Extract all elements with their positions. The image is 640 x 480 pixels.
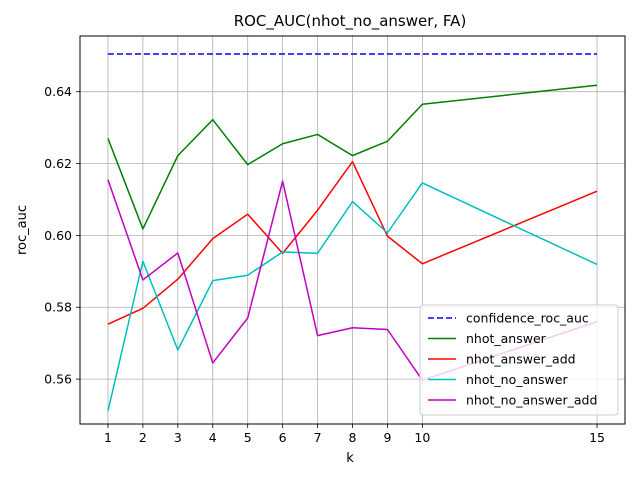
- legend-label: nhot_no_answer: [466, 372, 568, 387]
- series-line-nhot-answer: [107, 84, 598, 230]
- chart-title: ROC_AUC(nhot_no_answer, FA): [234, 12, 467, 31]
- series-line-nhot-answer-add: [107, 160, 598, 325]
- x-tick-label: 4: [209, 430, 217, 445]
- legend-label: nhot_answer: [466, 331, 547, 346]
- x-tick-label: 2: [139, 430, 147, 445]
- x-tick-label: 1: [104, 430, 112, 445]
- x-axis-ticks: 1 2 3 4 5 6 7 8 9 10 15: [104, 424, 605, 445]
- x-axis-label: k: [346, 451, 354, 466]
- series-lines: [107, 53, 598, 412]
- legend-label: nhot_answer_add: [466, 352, 576, 367]
- x-tick-label: 10: [414, 430, 430, 445]
- x-tick-label: 9: [383, 430, 391, 445]
- y-tick-label: 0.58: [44, 300, 72, 315]
- series-line-nhot-no-answer-add: [107, 179, 598, 381]
- legend-label: nhot_no_answer_add: [466, 393, 597, 408]
- x-tick-label: 7: [314, 430, 322, 445]
- x-tick-label: 5: [244, 430, 252, 445]
- x-tick-label: 6: [279, 430, 287, 445]
- y-axis-ticks: 0.56 0.58 0.60 0.62 0.64: [44, 84, 80, 387]
- y-tick-label: 0.62: [44, 156, 72, 171]
- y-axis-label: roc_auc: [15, 205, 30, 255]
- legend-label: confidence_roc_auc: [466, 311, 589, 326]
- legend: confidence_roc_auc nhot_answer nhot_answer…: [419, 304, 619, 416]
- y-tick-label: 0.64: [44, 84, 72, 99]
- plot-frame: [79, 35, 626, 425]
- x-tick-label: 15: [589, 430, 605, 445]
- x-tick-label: 8: [349, 430, 357, 445]
- x-tick-label: 3: [174, 430, 182, 445]
- legend-box: [419, 304, 619, 416]
- series-line-nhot-no-answer: [107, 182, 598, 412]
- y-tick-label: 0.60: [44, 228, 72, 243]
- y-tick-label: 0.56: [44, 372, 72, 387]
